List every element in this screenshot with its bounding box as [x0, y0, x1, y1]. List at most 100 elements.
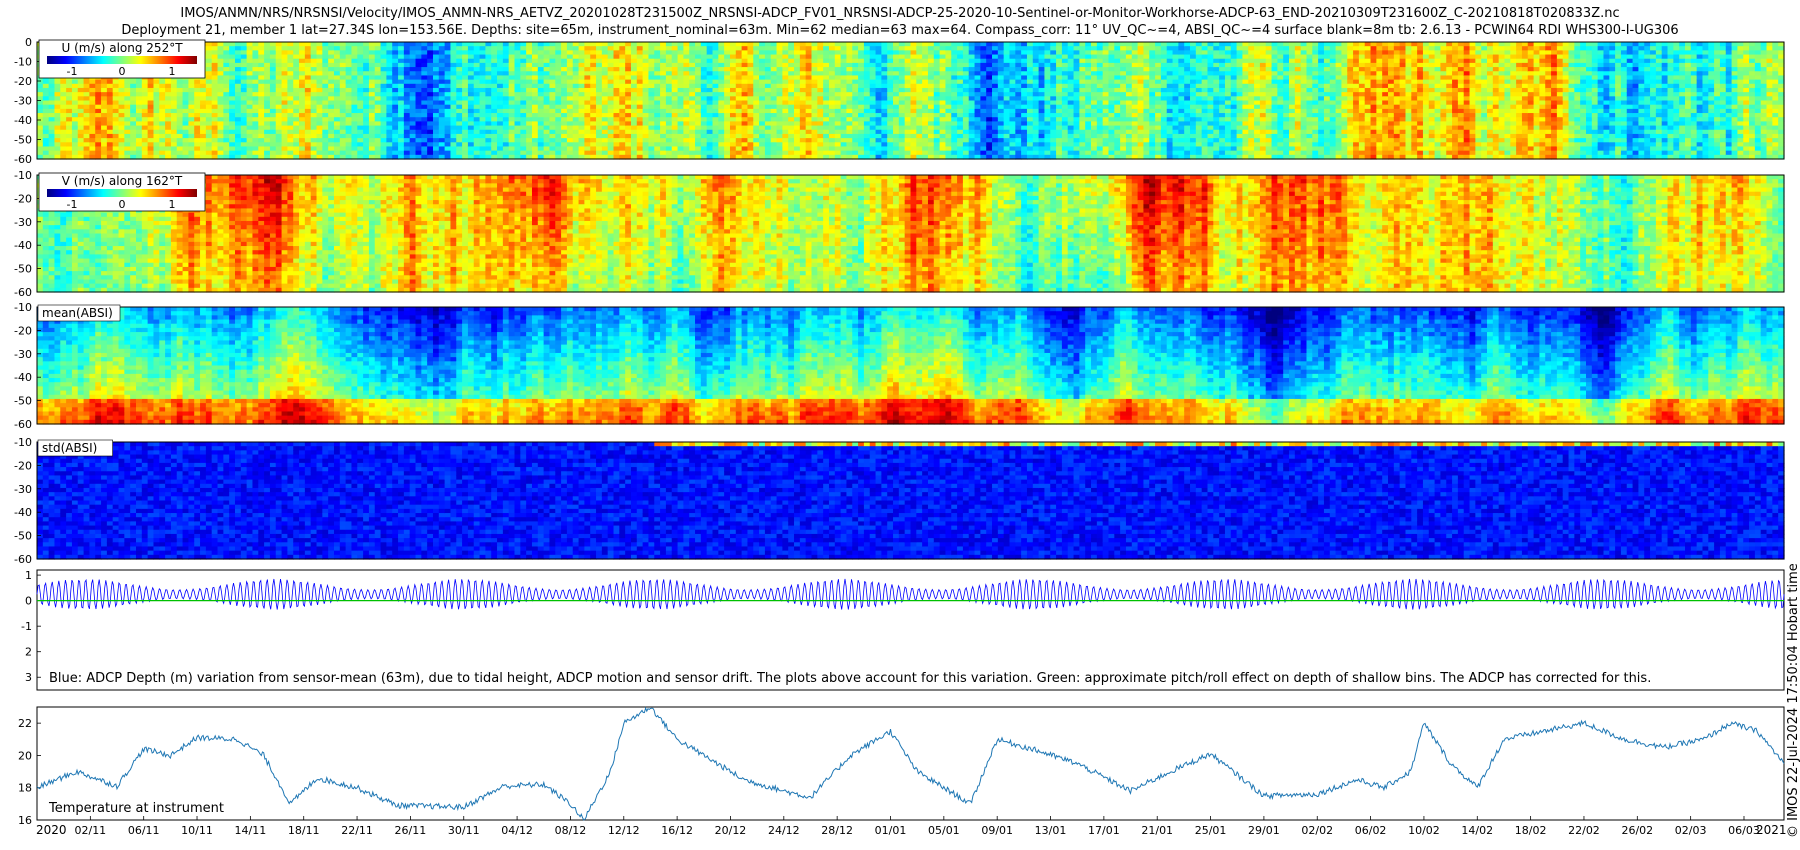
- heatmap-cell: [468, 63, 474, 68]
- heatmap-cell: [631, 142, 637, 147]
- heatmap-cell: [654, 138, 660, 143]
- heatmap-cell: [951, 146, 957, 151]
- heatmap-cell: [858, 55, 864, 60]
- heatmap-cell: [357, 130, 363, 135]
- heatmap-cell: [258, 42, 264, 47]
- heatmap-cell: [707, 84, 713, 89]
- heatmap-cell: [474, 84, 480, 89]
- heatmap-cell: [130, 92, 136, 97]
- heatmap-cell: [363, 59, 369, 64]
- heatmap-cell: [1010, 130, 1016, 135]
- heatmap-cell: [445, 146, 451, 151]
- heatmap-cell: [369, 109, 375, 114]
- heatmap-cell: [730, 113, 736, 118]
- heatmap-cell: [637, 96, 643, 101]
- heatmap-cell: [72, 109, 78, 114]
- heatmap-cell: [264, 105, 270, 110]
- heatmap-cell: [235, 138, 241, 143]
- heatmap-cell: [916, 146, 922, 151]
- heatmap-cell: [911, 55, 917, 60]
- heatmap-cell: [72, 138, 78, 143]
- heatmap-cell: [212, 63, 218, 68]
- heatmap-cell: [707, 130, 713, 135]
- heatmap-cell: [648, 42, 654, 47]
- heatmap-cell: [153, 109, 159, 114]
- heatmap-cell: [1068, 121, 1074, 126]
- heatmap-cell: [940, 142, 946, 147]
- heatmap-cell: [177, 96, 183, 101]
- heatmap-cell: [1021, 130, 1027, 135]
- heatmap-cell: [462, 126, 468, 131]
- heatmap-cell: [963, 71, 969, 76]
- heatmap-cell: [934, 126, 940, 131]
- heatmap-cell: [241, 55, 247, 60]
- heatmap-cell: [689, 101, 695, 106]
- heatmap-cell: [1050, 67, 1056, 72]
- heatmap-cell: [1021, 146, 1027, 151]
- heatmap-cell: [835, 126, 841, 131]
- heatmap-cell: [375, 134, 381, 139]
- heatmap-cell: [887, 67, 893, 72]
- heatmap-cell: [54, 101, 60, 106]
- heatmap-cell: [346, 142, 352, 147]
- heatmap-cell: [724, 121, 730, 126]
- heatmap-cell: [1039, 75, 1045, 80]
- heatmap-cell: [450, 151, 456, 156]
- heatmap-cell: [846, 59, 852, 64]
- heatmap-cell: [637, 109, 643, 114]
- heatmap-cell: [718, 101, 724, 106]
- heatmap-cell: [142, 92, 148, 97]
- heatmap-cell: [369, 59, 375, 64]
- heatmap-cell: [1050, 142, 1056, 147]
- heatmap-cell: [608, 84, 614, 89]
- heatmap-cell: [124, 130, 130, 135]
- heatmap-cell: [945, 92, 951, 97]
- heatmap-cell: [852, 84, 858, 89]
- heatmap-cell: [37, 88, 43, 93]
- heatmap-cell: [672, 46, 678, 51]
- heatmap-cell: [928, 117, 934, 122]
- heatmap-cell: [188, 138, 194, 143]
- heatmap-cell: [317, 151, 323, 156]
- heatmap-cell: [317, 146, 323, 151]
- heatmap-cell: [480, 75, 486, 80]
- heatmap-cell: [980, 63, 986, 68]
- heatmap-cell: [480, 42, 486, 47]
- heatmap-cell: [95, 84, 101, 89]
- heatmap-cell: [328, 92, 334, 97]
- heatmap-cell: [922, 75, 928, 80]
- heatmap-cell: [544, 130, 550, 135]
- heatmap-cell: [1050, 75, 1056, 80]
- heatmap-cell: [375, 96, 381, 101]
- heatmap-cell: [689, 88, 695, 93]
- heatmap-cell: [538, 142, 544, 147]
- heatmap-cell: [724, 80, 730, 85]
- heatmap-cell: [497, 138, 503, 143]
- heatmap-cell: [258, 121, 264, 126]
- heatmap-cell: [503, 92, 509, 97]
- heatmap-cell: [637, 126, 643, 131]
- heatmap-cell: [317, 130, 323, 135]
- heatmap-cell: [858, 101, 864, 106]
- heatmap-cell: [777, 88, 783, 93]
- heatmap-cell: [317, 96, 323, 101]
- heatmap-cell: [1068, 105, 1074, 110]
- heatmap-cell: [433, 138, 439, 143]
- heatmap-cell: [95, 109, 101, 114]
- heatmap-cell: [643, 67, 649, 72]
- heatmap-cell: [520, 151, 526, 156]
- heatmap-cell: [398, 96, 404, 101]
- heatmap-cell: [957, 42, 963, 47]
- heatmap-cell: [788, 46, 794, 51]
- heatmap-cell: [1044, 109, 1050, 114]
- heatmap-cell: [876, 121, 882, 126]
- heatmap-cell: [119, 130, 125, 135]
- heatmap-cell: [928, 71, 934, 76]
- heatmap-cell: [1010, 113, 1016, 118]
- heatmap-cell: [549, 63, 555, 68]
- heatmap-cell: [742, 63, 748, 68]
- heatmap-cell: [596, 46, 602, 51]
- heatmap-cell: [718, 105, 724, 110]
- heatmap-cell: [119, 80, 125, 85]
- heatmap-cell: [1056, 113, 1062, 118]
